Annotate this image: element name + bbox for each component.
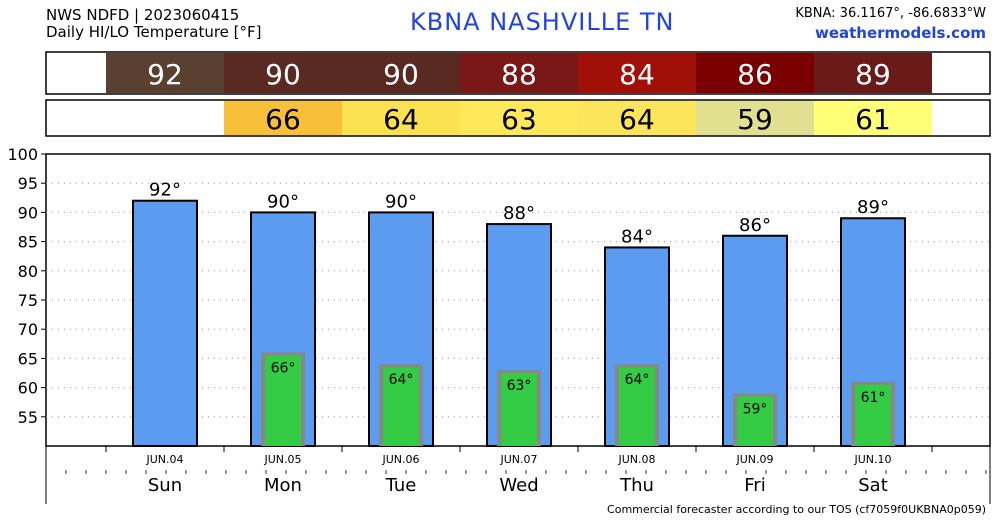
hi-cell-label: 84 bbox=[619, 58, 655, 91]
y-tick-label: 70 bbox=[18, 320, 38, 339]
x-day-label: Thu bbox=[619, 475, 654, 496]
y-tick-label: 55 bbox=[18, 408, 38, 427]
lo-bar bbox=[855, 384, 891, 446]
x-day-label: Mon bbox=[264, 475, 302, 496]
y-tick-label: 80 bbox=[18, 262, 38, 281]
hi-bar bbox=[132, 199, 198, 447]
y-tick-label: 90 bbox=[18, 203, 38, 222]
plot-area: 55 60 65 70 75 80 85 90 95 100 92° 90° 66° 90° 64° 88° 6… bbox=[7, 145, 991, 504]
x-day-label: Sat bbox=[858, 475, 888, 496]
lo-bar bbox=[619, 367, 655, 446]
hi-cell-label: 89 bbox=[855, 58, 891, 91]
lo-cell bbox=[696, 101, 814, 135]
hi-cell-label: 86 bbox=[737, 58, 773, 91]
lo-bar-label: 64° bbox=[625, 372, 650, 388]
lo-temperature-row: 66 64 63 64 59 61 bbox=[45, 99, 991, 137]
lo-bar-label: 59° bbox=[743, 401, 768, 417]
x-date-label: JUN.05 bbox=[263, 453, 301, 466]
hi-cell bbox=[814, 53, 932, 93]
x-day-label: Tue bbox=[385, 475, 417, 496]
hi-cell bbox=[578, 53, 696, 93]
lo-bar bbox=[383, 367, 419, 446]
chart-subtitle: Daily HI/LO Temperature [°F] bbox=[46, 23, 262, 41]
y-tick-label: 95 bbox=[18, 174, 38, 193]
x-date-label: JUN.10 bbox=[853, 453, 891, 466]
lo-bar bbox=[265, 355, 301, 446]
lo-bar-label: 64° bbox=[389, 372, 414, 388]
y-tick-label: 85 bbox=[18, 233, 38, 252]
hi-cell bbox=[224, 53, 342, 93]
lo-cell bbox=[224, 101, 342, 135]
lo-cell bbox=[578, 101, 696, 135]
lo-bar bbox=[501, 373, 537, 446]
lo-bar-label: 63° bbox=[507, 378, 532, 394]
lo-cell-label: 61 bbox=[855, 103, 891, 136]
lo-bar-label: 66° bbox=[271, 361, 296, 377]
y-tick-label: 100 bbox=[7, 145, 38, 164]
y-tick-label: 75 bbox=[18, 291, 38, 310]
lo-cell bbox=[460, 101, 578, 135]
hi-bar-label: 90° bbox=[385, 191, 417, 212]
station-coords: KBNA: 36.1167°, -86.6833°W bbox=[795, 6, 986, 21]
x-date-label: JUN.06 bbox=[381, 453, 419, 466]
hi-cell-label: 90 bbox=[383, 58, 419, 91]
hi-cell bbox=[460, 53, 578, 93]
lo-cell bbox=[342, 101, 460, 135]
hi-cell-label: 92 bbox=[147, 58, 183, 91]
hi-cell bbox=[106, 53, 224, 93]
lo-bar-label: 61° bbox=[861, 390, 886, 406]
hi-cell bbox=[696, 53, 814, 93]
station-title: KBNA NASHVILLE TN bbox=[410, 8, 675, 36]
hi-cell-label: 88 bbox=[501, 58, 537, 91]
lo-cell-label: 63 bbox=[501, 103, 537, 136]
hi-bar-label: 90° bbox=[267, 191, 299, 212]
hi-bar-label: 88° bbox=[503, 203, 535, 224]
x-date-label: JUN.09 bbox=[735, 453, 773, 466]
hi-cell-label: 90 bbox=[265, 58, 301, 91]
lo-cell-label: 64 bbox=[619, 103, 655, 136]
footer-note: Commercial forecaster according to our T… bbox=[607, 503, 986, 516]
lo-cell bbox=[814, 101, 932, 135]
x-date-label: JUN.04 bbox=[145, 453, 183, 466]
hi-bar-label: 89° bbox=[857, 197, 889, 218]
x-day-label: Fri bbox=[744, 475, 765, 496]
hi-bar-label: 84° bbox=[621, 226, 653, 247]
hi-bar-label: 92° bbox=[149, 180, 181, 201]
hi-bar-label: 86° bbox=[739, 215, 771, 236]
lo-cell-label: 64 bbox=[383, 103, 419, 136]
x-day-label: Wed bbox=[499, 475, 538, 496]
x-date-label: JUN.07 bbox=[499, 453, 537, 466]
product-line: NWS NDFD | 2023060415 bbox=[46, 6, 240, 24]
site-link[interactable]: weathermodels.com bbox=[814, 24, 986, 42]
x-date-label: JUN.08 bbox=[617, 453, 655, 466]
hi-temperature-row: 92 90 90 88 84 86 89 bbox=[45, 51, 991, 95]
x-day-label: Sun bbox=[148, 475, 182, 496]
lo-cell-label: 66 bbox=[265, 103, 301, 136]
hi-cell bbox=[342, 53, 460, 93]
lo-cell-label: 59 bbox=[737, 103, 773, 136]
y-tick-label: 60 bbox=[18, 379, 38, 398]
y-tick-label: 65 bbox=[18, 349, 38, 368]
lo-bar bbox=[737, 396, 773, 446]
